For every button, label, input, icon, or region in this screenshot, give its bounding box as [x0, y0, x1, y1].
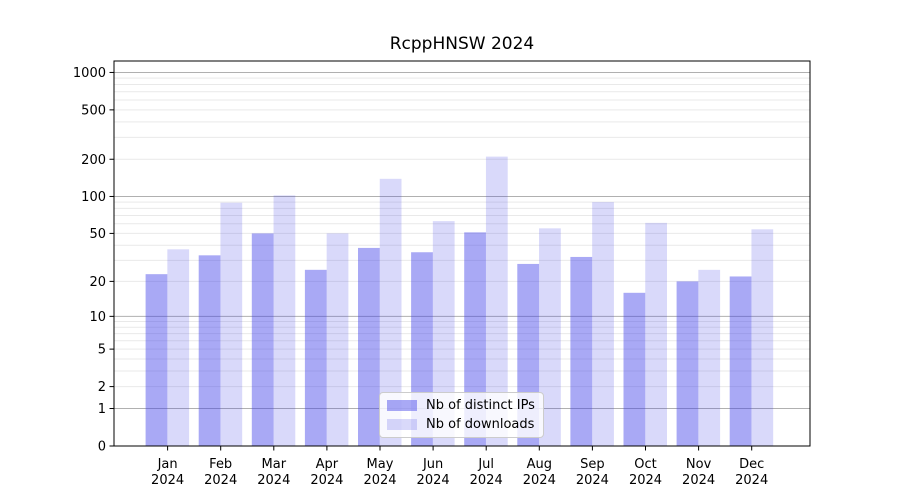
bar-downloads-aug — [539, 228, 561, 446]
x-tick-label-month: Sep — [580, 457, 605, 472]
x-tick-label-month: Jul — [477, 457, 494, 472]
x-tick-label-year: 2024 — [151, 473, 184, 488]
y-tick-label: 10 — [89, 310, 106, 325]
bar-distinct-ips-dec — [729, 276, 752, 446]
legend-swatch-downloads — [387, 419, 417, 430]
x-tick-label-year: 2024 — [363, 473, 396, 488]
x-tick-label-year: 2024 — [257, 473, 290, 488]
x-tick-label-month: Aug — [527, 457, 552, 472]
bar-downloads-sep — [592, 202, 614, 446]
y-tick-label: 20 — [89, 275, 106, 290]
bar-distinct-ips-jan — [145, 274, 168, 446]
x-tick-label-year: 2024 — [735, 473, 768, 488]
x-tick-label-year: 2024 — [204, 473, 237, 488]
y-tick-label: 1 — [98, 402, 106, 417]
bar-distinct-ips-may — [358, 247, 380, 446]
y-tick-label: 1000 — [73, 66, 106, 81]
x-tick-label-month: Jan — [157, 457, 178, 472]
bar-downloads-may — [379, 178, 402, 446]
x-tick-label-month: Jun — [422, 457, 443, 472]
chart-title: RcppHNSW 2024 — [389, 34, 535, 54]
bar-downloads-nov — [698, 269, 721, 446]
x-tick-label-month: Dec — [739, 457, 764, 472]
legend-row-downloads: Nb of downloads — [387, 417, 543, 432]
x-tick-label-year: 2024 — [310, 473, 343, 488]
legend: Nb of distinct IPs Nb of downloads — [379, 392, 544, 438]
legend-swatch-distinct-ips — [387, 400, 417, 411]
x-tick-label-year: 2024 — [470, 473, 503, 488]
x-tick-label-month: Oct — [634, 457, 656, 472]
bar-downloads-jul — [485, 156, 508, 446]
bar-downloads-apr — [326, 233, 349, 446]
bar-downloads-dec — [751, 229, 774, 446]
plot-frame — [113, 60, 811, 447]
bar-downloads-oct — [645, 222, 667, 446]
bar-distinct-ips-oct — [623, 292, 646, 446]
y-tick-label: 500 — [81, 103, 106, 118]
x-tick-label-month: May — [367, 457, 394, 472]
legend-label-downloads: Nb of downloads — [426, 417, 535, 432]
x-tick-label-month: Mar — [262, 457, 287, 472]
x-tick-label-year: 2024 — [417, 473, 450, 488]
bar-distinct-ips-mar — [251, 233, 274, 446]
y-tick-label: 50 — [89, 227, 106, 242]
bar-downloads-feb — [220, 202, 243, 446]
bar-distinct-ips-apr — [304, 269, 327, 446]
y-tick-label: 2 — [98, 380, 106, 395]
y-tick-label: 0 — [98, 440, 106, 455]
y-tick-label: 200 — [81, 153, 106, 168]
x-tick-label-month: Apr — [316, 457, 339, 472]
legend-row-ips: Nb of distinct IPs — [387, 398, 543, 413]
bar-downloads-jun — [432, 221, 455, 446]
bar-distinct-ips-nov — [676, 281, 699, 446]
x-tick-label-month: Feb — [209, 457, 232, 472]
x-tick-label-year: 2024 — [576, 473, 609, 488]
legend-label-distinct-ips: Nb of distinct IPs — [426, 398, 535, 413]
y-tick-label: 100 — [81, 190, 106, 205]
x-tick-label-year: 2024 — [523, 473, 556, 488]
bar-downloads-jan — [167, 249, 190, 446]
bar-distinct-ips-sep — [570, 256, 593, 446]
x-tick-label-year: 2024 — [629, 473, 662, 488]
x-tick-label-year: 2024 — [682, 473, 715, 488]
bar-downloads-mar — [273, 195, 296, 446]
x-tick-label-month: Nov — [686, 457, 712, 472]
bar-distinct-ips-feb — [198, 255, 221, 446]
y-tick-label: 5 — [98, 343, 106, 358]
